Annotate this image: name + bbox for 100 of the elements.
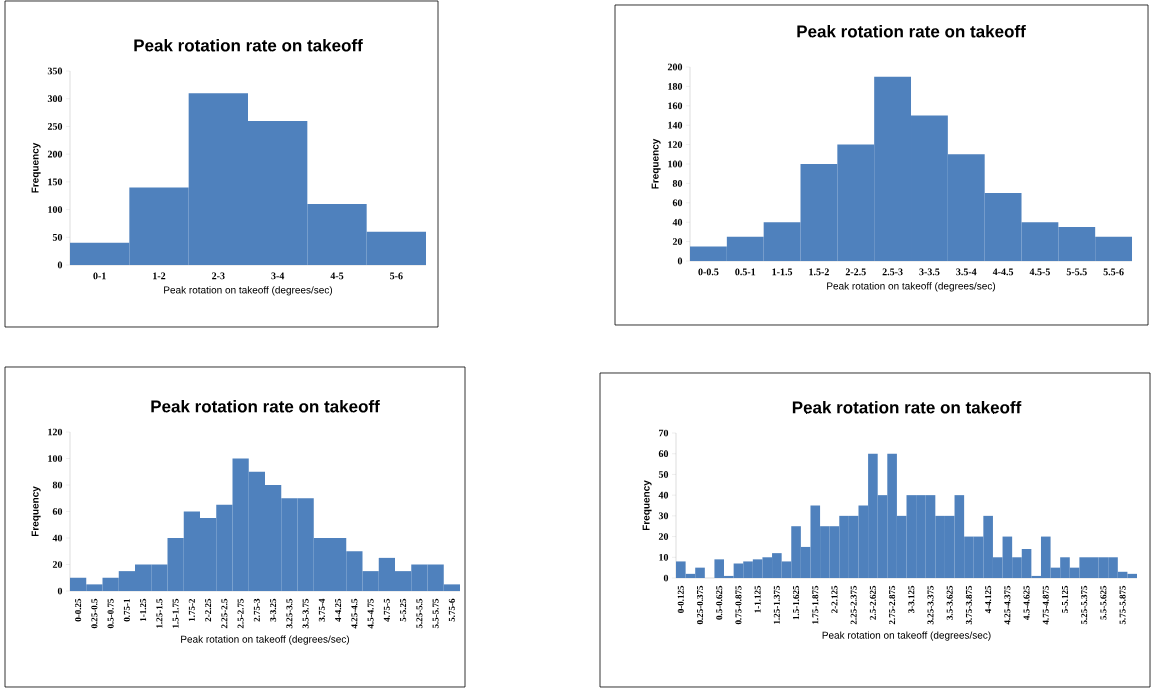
x-tick-label: 4.75-4.875 bbox=[1042, 585, 1049, 625]
x-tick-label: 1.5-1.75 bbox=[172, 598, 179, 628]
x-tick-label: 5.5-5.625 bbox=[1100, 585, 1107, 620]
y-tick-label: 50 bbox=[658, 471, 669, 478]
x-tick-label: 1-2 bbox=[153, 272, 166, 280]
y-tick-label: 0 bbox=[663, 574, 669, 582]
y-tick-label: 40 bbox=[658, 491, 669, 499]
x-tick-label: 2.5-3 bbox=[882, 268, 903, 276]
x-tick-label: 1.25-1.375 bbox=[773, 585, 780, 624]
x-axis-title: Peak rotation on takeoff (degrees/sec) bbox=[164, 286, 333, 296]
y-tick-label: 40 bbox=[672, 218, 683, 226]
x-axis-title: Peak rotation on takeoff (degrees/sec) bbox=[827, 282, 996, 292]
chart-title: Peak rotation rate on takeoff bbox=[134, 38, 363, 52]
y-tick-label: 0 bbox=[677, 257, 683, 265]
y-axis-title: Frequency bbox=[651, 138, 661, 189]
x-tick-label: 0-0.5 bbox=[698, 268, 719, 276]
x-tick-label: 4-4.125 bbox=[985, 585, 992, 614]
chart-title: Peak rotation rate on takeoff bbox=[797, 24, 1026, 38]
x-tick-label: 2.25-2.375 bbox=[850, 585, 857, 625]
x-tick-label: 1.5-2 bbox=[809, 268, 829, 276]
x-tick-label: 1-1.25 bbox=[140, 598, 147, 622]
chart-title: Peak rotation rate on takeoff bbox=[151, 399, 380, 413]
x-tick-label: 1.75-2 bbox=[188, 598, 195, 622]
x-tick-label: 0-1 bbox=[93, 272, 106, 280]
y-tick-label: 150 bbox=[48, 178, 63, 186]
y-tick-label: 0 bbox=[57, 261, 63, 269]
y-axis-title: Frequency bbox=[642, 480, 652, 531]
x-tick-label: 3.25-3.375 bbox=[927, 585, 934, 625]
x-tick-label: 4.25-4.375 bbox=[1004, 585, 1011, 625]
x-tick-label: 5-5.25 bbox=[400, 598, 407, 622]
y-tick-label: 300 bbox=[47, 95, 63, 103]
x-tick-label: 1.75-1.875 bbox=[812, 585, 819, 624]
x-tick-label: 0.5-0.625 bbox=[716, 585, 723, 620]
x-tick-label: 5-5.125 bbox=[1061, 585, 1069, 613]
y-tick-label: 60 bbox=[672, 199, 683, 207]
x-tick-label: 4.75-5 bbox=[383, 598, 390, 622]
y-axis-title: Frequency bbox=[31, 486, 41, 537]
x-tick-label: 5.5-6 bbox=[1103, 268, 1124, 276]
x-tick-label: 2.75-2.875 bbox=[889, 585, 896, 625]
x-tick-label: 3-4 bbox=[271, 272, 285, 280]
x-tick-label: 3-3.125 bbox=[908, 585, 915, 613]
x-tick-label: 0.5-1 bbox=[735, 268, 756, 276]
y-tick-label: 100 bbox=[48, 206, 63, 213]
x-tick-label: 2-3 bbox=[212, 272, 225, 280]
y-tick-label: 60 bbox=[52, 508, 63, 515]
x-tick-label: 3.5-4 bbox=[956, 268, 977, 276]
x-tick-label: 5.5-5.75 bbox=[432, 598, 439, 629]
x-tick-label: 2.5-2.625 bbox=[869, 585, 876, 620]
x-tick-label: 0.75-0.875 bbox=[735, 585, 742, 625]
x-tick-label: 3.25-3.5 bbox=[286, 598, 293, 629]
x-tick-label: 5.25-5.375 bbox=[1081, 585, 1088, 625]
y-tick-label: 120 bbox=[668, 141, 683, 148]
x-tick-label: 4-4.5 bbox=[992, 268, 1014, 276]
x-tick-label: 2.75-3 bbox=[253, 598, 260, 622]
x-tick-label: 2-2.5 bbox=[845, 268, 866, 276]
y-tick-label: 100 bbox=[48, 455, 63, 462]
x-tick-label: 1.5-1.625 bbox=[793, 585, 800, 620]
x-tick-label: 0-0.125 bbox=[677, 585, 684, 613]
x-axis-title: Peak rotation on takeoff (degrees/sec) bbox=[181, 635, 350, 645]
x-tick-label: 4-5 bbox=[330, 272, 344, 280]
y-tick-label: 20 bbox=[658, 533, 669, 540]
y-tick-label: 140 bbox=[668, 121, 683, 129]
y-tick-label: 250 bbox=[47, 123, 63, 130]
y-tick-label: 0 bbox=[57, 587, 63, 595]
y-tick-label: 100 bbox=[668, 160, 683, 168]
x-tick-label: 3.5-3.75 bbox=[302, 598, 309, 629]
y-tick-label: 60 bbox=[658, 450, 669, 458]
y-tick-label: 350 bbox=[47, 67, 63, 75]
x-tick-label: 4.5-4.625 bbox=[1023, 585, 1030, 620]
x-tick-label: 0.75-1 bbox=[123, 599, 130, 622]
x-tick-label: 5.75-5.875 bbox=[1119, 585, 1126, 625]
y-tick-label: 40 bbox=[52, 534, 63, 542]
x-tick-label: 3.75-4 bbox=[318, 598, 325, 622]
x-tick-label: 1.25-1.5 bbox=[156, 598, 163, 628]
x-tick-label: 3-3.5 bbox=[919, 268, 940, 276]
x-tick-label: 4.5-4.75 bbox=[367, 598, 374, 629]
x-tick-label: 0.25-0.375 bbox=[696, 585, 704, 625]
chart-title: Peak rotation rate on takeoff bbox=[792, 400, 1022, 414]
x-tick-label: 4-4.25 bbox=[335, 598, 342, 622]
y-tick-label: 70 bbox=[659, 429, 669, 437]
x-tick-label: 4.25-4.5 bbox=[351, 598, 358, 629]
x-tick-label: 1-1.5 bbox=[772, 268, 793, 276]
x-tick-label: 0.25-0.5 bbox=[91, 598, 98, 629]
x-axis-title: Peak rotation on takeoff (degrees/sec) bbox=[822, 631, 991, 641]
x-tick-label: 4.5-5 bbox=[1029, 268, 1050, 276]
y-tick-label: 10 bbox=[659, 553, 669, 561]
x-tick-label: 3.75-3.875 bbox=[965, 585, 972, 625]
x-tick-label: 5.25-5.5 bbox=[416, 598, 423, 629]
x-tick-label: 2-2.125 bbox=[831, 585, 838, 613]
x-tick-label: 1-1.125 bbox=[754, 585, 761, 613]
y-tick-label: 80 bbox=[672, 180, 683, 187]
x-tick-label: 2-2.25 bbox=[205, 598, 212, 622]
x-tick-label: 2.25-2.5 bbox=[221, 598, 228, 629]
x-tick-label: 5.75-6 bbox=[448, 598, 455, 622]
x-tick-label: 2.5-2.75 bbox=[237, 598, 244, 629]
y-tick-label: 80 bbox=[52, 481, 63, 489]
x-tick-label: 3.5-3.625 bbox=[946, 585, 953, 620]
x-tick-label: 5-6 bbox=[390, 272, 403, 280]
y-tick-label: 30 bbox=[658, 512, 669, 520]
y-tick-label: 200 bbox=[47, 150, 63, 158]
